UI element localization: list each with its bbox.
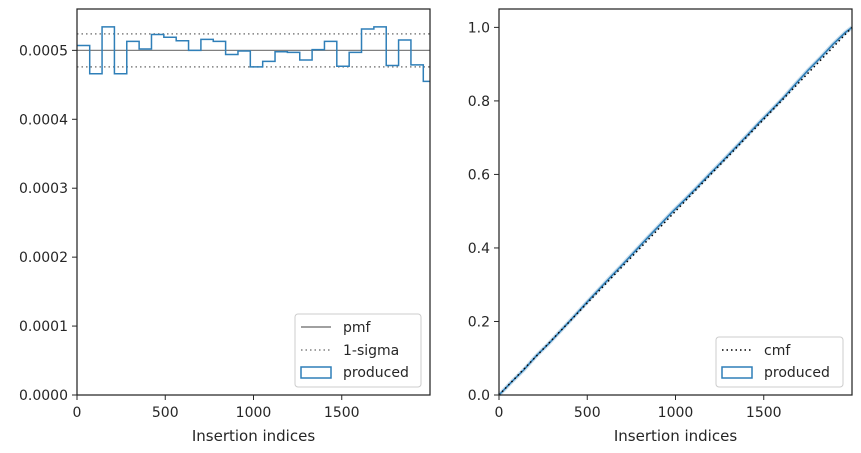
legend-produced-swatch [300,366,332,379]
legend-produced-label: produced [343,365,409,381]
right-x-tick-label: 500 [574,405,601,421]
right-y-tick-label: 0.4 [468,241,490,257]
right-legend: cmf produced [715,336,844,388]
left-ticks: 0 500 1000 1500 0.0000 0.0001 0.0002 0.0003 0.00… [19,43,360,421]
right-y-tick-label: 0.6 [468,167,490,183]
right-ticks: 0 500 1000 1500 0.0 0.2 0.4 0.6 0.8 1.0 [468,20,782,421]
left-x-tick-label: 1000 [236,405,272,421]
right-x-tick-label: 1500 [746,405,782,421]
right-x-tick-label: 0 [495,405,504,421]
legend-cmf-label: cmf [764,343,791,359]
left-x-tick-label: 1500 [324,405,360,421]
left-legend-box [294,313,422,388]
left-y-tick-label: 0.0000 [19,388,68,404]
right-marks [497,25,854,397]
legend-produced-label-right: produced [764,365,830,381]
left-y-tick-label: 0.0003 [19,181,68,197]
right-plot-area [499,9,852,395]
left-y-tick-label: 0.0001 [19,319,68,335]
left-x-tick-label: 500 [152,405,179,421]
left-y-tick-label: 0.0005 [19,43,68,59]
produced-histogram [77,26,430,83]
right-x-tick-label: 1000 [658,405,694,421]
left-x-tick-label: 0 [73,405,82,421]
right-legend-box [715,336,844,388]
right-y-tick-label: 0.0 [468,388,490,404]
left-x-axis-label: Insertion indices [192,427,315,445]
right-x-axis-label: Insertion indices [614,427,737,445]
right-y-tick-label: 0.8 [468,94,490,110]
legend-pmf-label: pmf [343,320,372,336]
right-chart: 0 500 1000 1500 0.0 0.2 0.4 0.6 0.8 1.0 Insertion… [468,8,854,445]
right-y-tick-label: 1.0 [468,20,490,36]
legend-1-sigma-label: 1-sigma [343,343,399,359]
left-marks [77,26,430,83]
right-y-tick-label: 0.2 [468,314,490,330]
left-y-tick-label: 0.0002 [19,250,68,266]
left-legend: pmf 1-sigma produced [294,313,422,388]
left-y-tick-label: 0.0004 [19,112,68,128]
left-chart: 0 500 1000 1500 0.0000 0.0001 0.0002 0.0003 0.00… [19,8,431,445]
legend-produced-swatch-right [721,366,753,379]
